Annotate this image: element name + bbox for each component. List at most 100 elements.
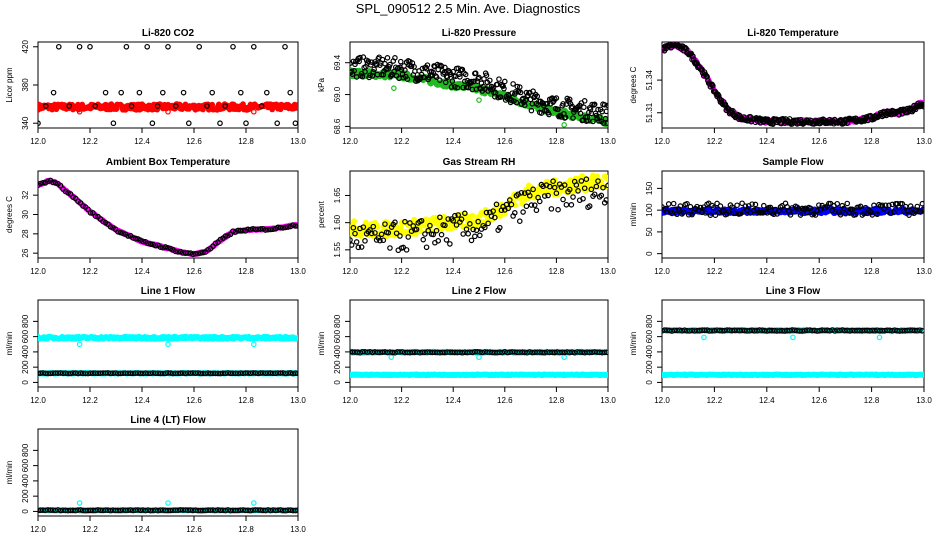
data-point [452,84,458,90]
data-point [392,219,398,226]
data-point [487,77,493,84]
data-point [482,224,488,231]
data-point [255,226,261,233]
data-point [152,242,159,249]
figure-title: SPL_090512 2.5 Min. Ave. Diagnostics [355,1,581,16]
data-point [417,74,424,81]
y-tick-label: 150 [645,181,654,195]
y-axis-label: degrees C [5,196,14,233]
data-point [482,349,488,355]
data-point [444,74,451,81]
data-point [568,202,575,208]
panel-title: Li-820 Temperature [747,28,839,39]
data-point [137,370,144,377]
data-point [50,370,56,376]
y-tick-label: 32 [21,190,30,199]
data-point [514,83,521,90]
y-axis-label: kPa [317,78,326,92]
data-point [353,239,360,245]
data-point [760,202,767,209]
data-point [603,197,608,203]
x-tick-label: 12.6 [811,396,827,405]
plot-frame [661,299,925,388]
data-point [433,74,440,80]
data-point [262,227,269,233]
data-point [260,370,266,376]
data-point [487,349,493,355]
data-point [536,349,543,355]
data-point [862,204,869,211]
data-point [100,370,106,376]
data-point [52,180,59,186]
x-tick-label: 12.4 [759,396,775,405]
data-point [122,370,129,376]
x-tick-label: 12.0 [654,267,670,276]
data-point [265,370,271,376]
data-point [403,247,410,253]
data-point [555,206,561,213]
data-point [380,237,387,244]
data-point [147,370,154,377]
series-line-1-scatter [38,370,298,377]
data-point [849,206,856,213]
data-point [204,103,210,109]
data-point [212,370,219,377]
data-point [468,237,475,244]
data-point [350,68,355,75]
data-point [110,120,117,127]
data-point [393,230,400,237]
data-point [225,370,231,376]
data-point [857,203,864,210]
data-point [672,206,679,213]
data-point [379,56,386,63]
data-point [889,201,896,208]
data-point [209,89,216,96]
y-tick-label: 400 [333,345,342,359]
data-point [605,182,608,189]
x-tick-label: 12.6 [186,267,202,276]
data-point [372,349,378,355]
data-point [365,58,372,65]
data-point [217,370,224,377]
data-point [497,349,503,356]
data-point [453,222,460,228]
data-point [501,349,508,355]
data-point [60,370,66,377]
data-point [251,341,257,348]
y-tick-label: 0 [645,251,654,256]
data-point [377,237,383,244]
y-tick-label: 28 [21,229,30,238]
data-point [118,89,125,96]
data-point [476,74,482,81]
data-point [521,102,528,109]
panel-title: Line 1 Flow [141,286,196,297]
series-line-3-lower [662,371,924,379]
data-point [807,205,814,212]
data-point [546,183,553,190]
data-point [425,227,432,234]
plot-frame [349,170,609,259]
data-point [182,370,189,377]
data-point [580,195,586,202]
data-point [145,370,151,377]
data-point [561,122,567,128]
data-point [407,349,413,356]
data-point [790,334,796,341]
data-point [352,230,358,237]
data-point [448,84,455,90]
data-point [549,349,556,356]
data-point [852,211,859,218]
data-point [252,226,259,233]
panel-title: Line 2 Flow [452,286,507,297]
y-tick-label: 26 [21,248,30,257]
data-point [575,188,581,194]
data-point [352,61,358,68]
data-point [128,103,135,109]
data-point [235,227,241,234]
data-point [182,250,189,256]
data-point [247,226,254,233]
data-point [274,120,281,127]
data-point [167,370,174,376]
